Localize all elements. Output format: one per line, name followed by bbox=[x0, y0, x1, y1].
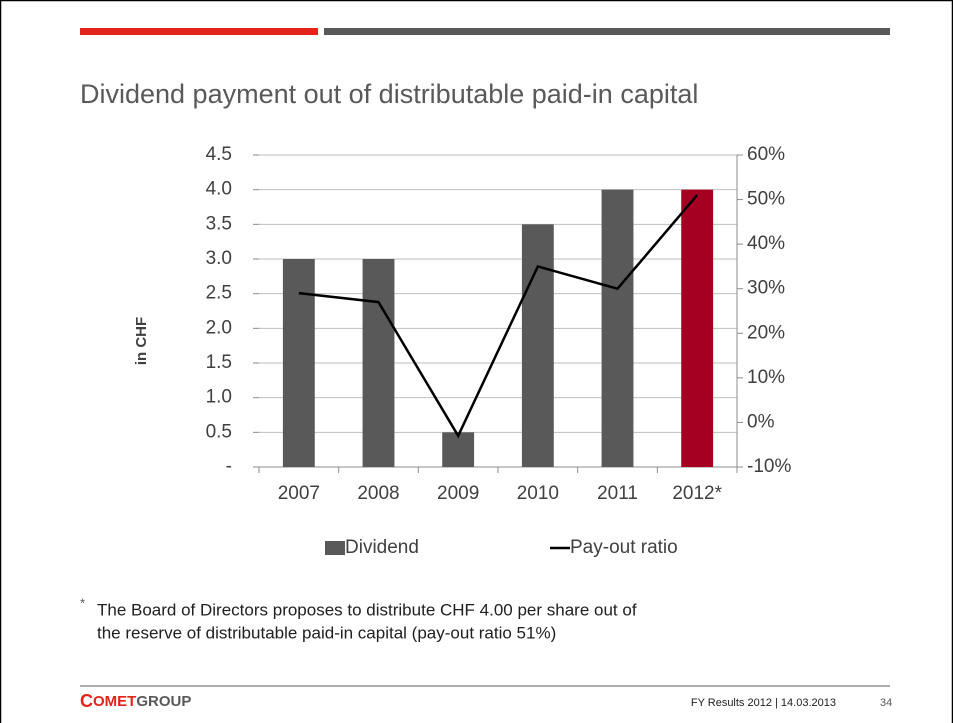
y-tick-label: 3.5 bbox=[206, 213, 232, 234]
y-tick-label: 4.0 bbox=[206, 179, 232, 200]
y-tick-label: 3.0 bbox=[206, 248, 232, 269]
y2-tick-label: 50% bbox=[747, 189, 785, 210]
bar bbox=[362, 259, 395, 467]
legend-label: Pay-out ratio bbox=[570, 537, 678, 558]
legend-label: Dividend bbox=[345, 537, 419, 558]
y-tick-label: - bbox=[226, 456, 232, 477]
footnote-marker: * bbox=[80, 595, 85, 610]
bar bbox=[681, 189, 714, 467]
logo-group: GROUP bbox=[136, 693, 191, 710]
logo-c: C bbox=[80, 691, 93, 711]
y2-tick-label: 40% bbox=[747, 233, 785, 254]
y-tick-label: 2.0 bbox=[206, 317, 232, 338]
x-tick-label: 2011 bbox=[597, 483, 638, 504]
y-tick-label: 1.5 bbox=[206, 352, 232, 373]
y-tick-label: 0.5 bbox=[206, 421, 232, 442]
line bbox=[298, 194, 699, 439]
accent-bar-red bbox=[80, 28, 318, 35]
x-tick-label: 2007 bbox=[278, 483, 320, 504]
accent-bar-gray bbox=[324, 28, 890, 35]
y2-tick-label: 30% bbox=[747, 278, 785, 299]
bar bbox=[282, 259, 315, 467]
footer-logo: COMETGROUP bbox=[80, 691, 191, 711]
legend-swatch bbox=[325, 541, 345, 555]
y-tick-label: 4.5 bbox=[206, 144, 232, 165]
y-axis-label: in CHF bbox=[133, 317, 150, 365]
chart-title: Dividend payment out of distributable pa… bbox=[80, 79, 698, 109]
x-tick-label: 2008 bbox=[357, 483, 399, 504]
y2-tick-label: 10% bbox=[747, 367, 785, 388]
x-tick-label: 2009 bbox=[437, 483, 479, 504]
y2-tick-label: 0% bbox=[747, 411, 775, 432]
x-tick-label: 2012* bbox=[672, 483, 722, 504]
bar bbox=[521, 224, 554, 467]
x-tick-label: 2010 bbox=[517, 483, 559, 504]
logo-comet: OMET bbox=[93, 693, 136, 710]
y-tick-label: 1.0 bbox=[206, 387, 232, 408]
y2-tick-label: -10% bbox=[747, 456, 791, 477]
footnote-line: the reserve of distributable paid-in cap… bbox=[97, 623, 556, 642]
footnote-line: The Board of Directors proposes to distr… bbox=[97, 600, 637, 619]
footer-text: FY Results 2012 | 14.03.2013 bbox=[691, 697, 836, 709]
y-tick-label: 2.5 bbox=[206, 283, 232, 304]
y2-tick-label: 20% bbox=[747, 322, 785, 343]
page-number: 34 bbox=[880, 697, 892, 709]
bar bbox=[601, 189, 634, 467]
y2-tick-label: 60% bbox=[747, 144, 785, 165]
